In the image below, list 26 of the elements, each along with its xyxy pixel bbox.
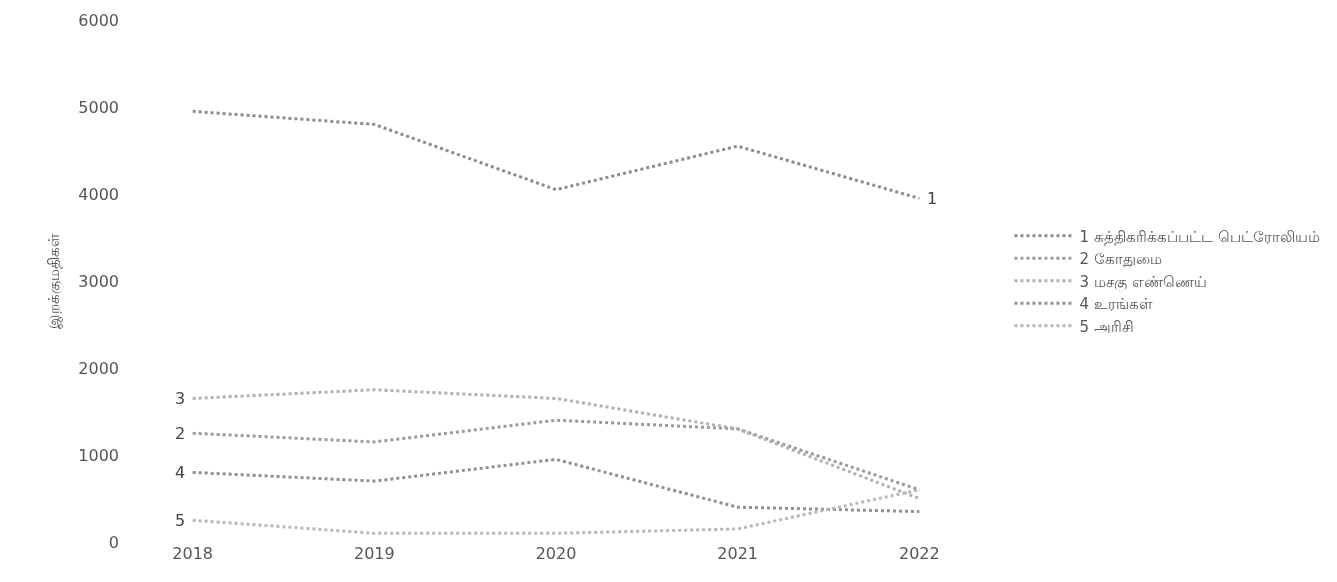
x-tick-label: 2019 [353,544,395,563]
annotation: 3 [175,389,186,408]
x-tick-label: 2018 [172,544,214,563]
line-series [191,457,921,514]
y-tick-label: 3000 [78,271,119,291]
y-tick-label: 1000 [78,445,119,465]
legend-label: 4 உரங்கள் [1079,295,1153,314]
legend-label: 5 அரிசி [1079,317,1134,336]
annotation: 1 [927,189,938,208]
legend-label: 1 சுத்திகரிக்கப்பட்ட பெட்ரோலியம் [1079,227,1320,246]
line-series [191,109,921,200]
x-tick-label: 2022 [898,544,940,563]
y-tick-label: 4000 [78,184,119,204]
x-tick-label: 2021 [717,544,759,563]
line-series [191,418,921,492]
annotation: 4 [175,463,186,482]
y-tick-label: 0 [108,532,119,552]
annotation: 2 [175,424,186,443]
y-axis-title: இறக்குமதிகள் [44,233,64,329]
annotation: 5 [175,511,186,530]
x-tick-label: 2020 [535,544,577,563]
legend-label: 3 மசகு எண்ணெய் [1079,272,1207,292]
y-tick-label: 2000 [78,358,119,378]
legend-label: 2 கோதுமை [1079,250,1162,269]
y-tick-label: 5000 [78,97,119,117]
y-tick-label: 6000 [78,10,119,30]
